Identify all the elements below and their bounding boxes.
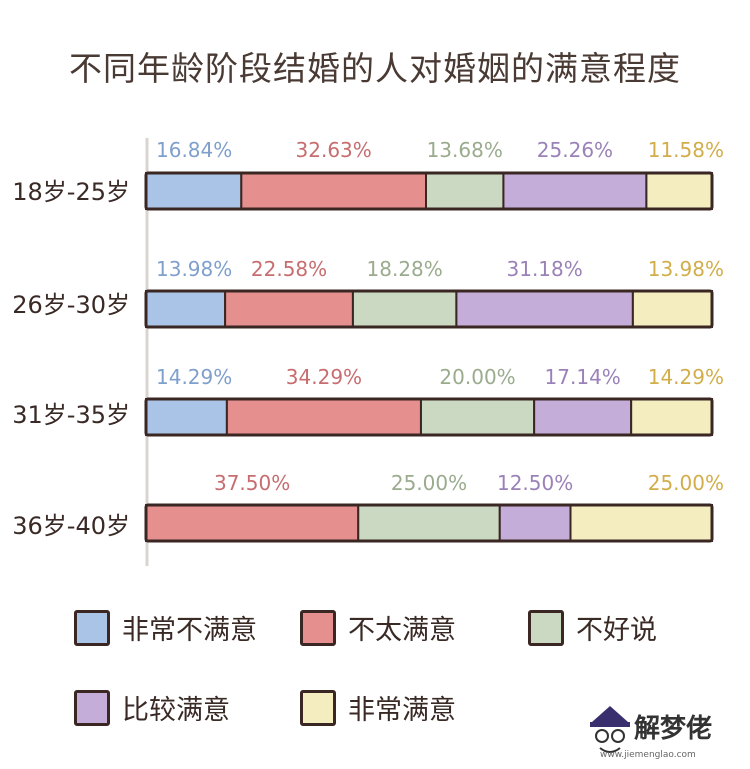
legend-swatch (300, 689, 336, 726)
bar-segment (425, 172, 505, 210)
legend-label: 非常满意 (348, 695, 456, 726)
legend-label: 比较满意 (122, 695, 230, 726)
data-label: 12.50% (497, 471, 573, 495)
bar-segment (145, 290, 227, 328)
watermark-url: www.jiemenglao.com (600, 750, 696, 760)
legend-swatch (528, 609, 564, 646)
data-label: 11.58% (648, 138, 724, 162)
data-label: 20.00% (439, 365, 515, 389)
bar-segment (351, 290, 458, 328)
bar-segment (419, 398, 536, 436)
bar-segment (502, 172, 648, 210)
watermark-text: 解梦佬 (634, 714, 713, 744)
data-label: 14.29% (156, 365, 232, 389)
category-label: 18岁-25岁 (12, 178, 130, 206)
bar-frame (144, 503, 714, 543)
bar-segment (145, 504, 360, 542)
category-label: 31岁-35岁 (12, 401, 130, 429)
data-label: 18.28% (367, 257, 443, 281)
bar-segment (357, 504, 501, 542)
legend-item: 不好说 (528, 608, 657, 647)
legend-item: 非常满意 (300, 688, 456, 727)
data-label: 32.63% (296, 138, 372, 162)
legend-swatch (74, 689, 110, 726)
data-label: 25.00% (391, 471, 467, 495)
bar-segment (145, 172, 243, 210)
legend-item: 不太满意 (300, 608, 456, 647)
bar-segment (630, 398, 714, 436)
data-label: 31.18% (507, 257, 583, 281)
bar-segment (645, 172, 713, 210)
legend-label: 非常不满意 (122, 615, 257, 646)
watermark-logo: 解梦佬 www.jiemenglao.com (586, 700, 746, 766)
data-label: 13.68% (427, 138, 503, 162)
bar-frame (144, 171, 714, 211)
data-label: 25.00% (648, 471, 724, 495)
legend-swatch (74, 609, 110, 646)
data-label: 16.84% (156, 138, 232, 162)
data-label: 25.26% (537, 138, 613, 162)
chart-title: 不同年龄阶段结婚的人对婚姻的满意程度 (69, 49, 681, 88)
category-label: 36岁-40岁 (12, 512, 130, 540)
legend-item: 非常不满意 (74, 608, 257, 647)
bar-segment (631, 290, 714, 328)
data-label: 34.29% (286, 365, 362, 389)
bar-segment (533, 398, 633, 436)
legend-swatch (300, 609, 336, 646)
hat-face-icon (590, 706, 630, 753)
legend-label: 不好说 (576, 615, 657, 646)
data-label: 14.29% (648, 365, 724, 389)
data-label: 17.14% (545, 365, 621, 389)
data-label: 37.50% (214, 471, 290, 495)
bar-segment (498, 504, 572, 542)
bar-segment (569, 504, 713, 542)
category-label: 26岁-30岁 (12, 291, 130, 319)
bar-segment (224, 290, 354, 328)
bar-segment (225, 398, 422, 436)
data-label: 22.58% (251, 257, 327, 281)
legend-item: 比较满意 (74, 688, 230, 727)
bar-frame (144, 397, 714, 437)
legend-label: 不太满意 (348, 615, 456, 646)
bar-frame (144, 289, 714, 329)
bar-segment (240, 172, 428, 210)
bar-segment (145, 398, 228, 436)
bar-segment (455, 290, 634, 328)
data-label: 13.98% (156, 257, 232, 281)
data-label: 13.98% (648, 257, 724, 281)
